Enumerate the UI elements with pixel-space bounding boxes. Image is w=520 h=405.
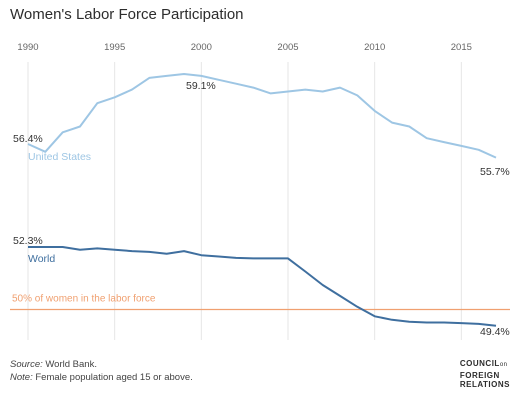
- reference-line-label: 50% of women in the labor force: [12, 294, 156, 305]
- x-tick-label-2005: 2005: [277, 42, 298, 53]
- x-tick-label-2000: 2000: [191, 42, 212, 53]
- cfr-logo: COUNCILon FOREIGN RELATIONS: [459, 359, 510, 389]
- chart-svg: 1990 1995 2000 2005 2010 2015 50% of women in …: [10, 42, 510, 340]
- world-end-value-label: 49.4%: [480, 326, 510, 338]
- x-tick-label-1990: 1990: [17, 42, 38, 53]
- series-line-united-states: [27, 73, 497, 159]
- us-peak-value-label: 59.1%: [186, 80, 216, 92]
- x-tick-label-2010: 2010: [364, 42, 385, 53]
- x-tick-label-1995: 1995: [104, 42, 125, 53]
- us-start-value-label: 56.4%: [13, 133, 43, 145]
- series-line-world: [28, 246, 497, 327]
- chart-footer: Source: World Bank. Note: Female populat…: [10, 358, 193, 384]
- x-tick-label-2015: 2015: [451, 42, 472, 53]
- world-series-label: World: [28, 253, 55, 265]
- chart-title: Women's Labor Force Participation: [10, 6, 244, 23]
- us-end-value-label: 55.7%: [480, 166, 510, 178]
- source-note: Source: World Bank.: [10, 359, 97, 370]
- us-series-label: United States: [28, 151, 91, 163]
- world-start-value-label: 52.3%: [13, 235, 43, 247]
- population-note: Note: Female population aged 15 or above…: [10, 372, 193, 383]
